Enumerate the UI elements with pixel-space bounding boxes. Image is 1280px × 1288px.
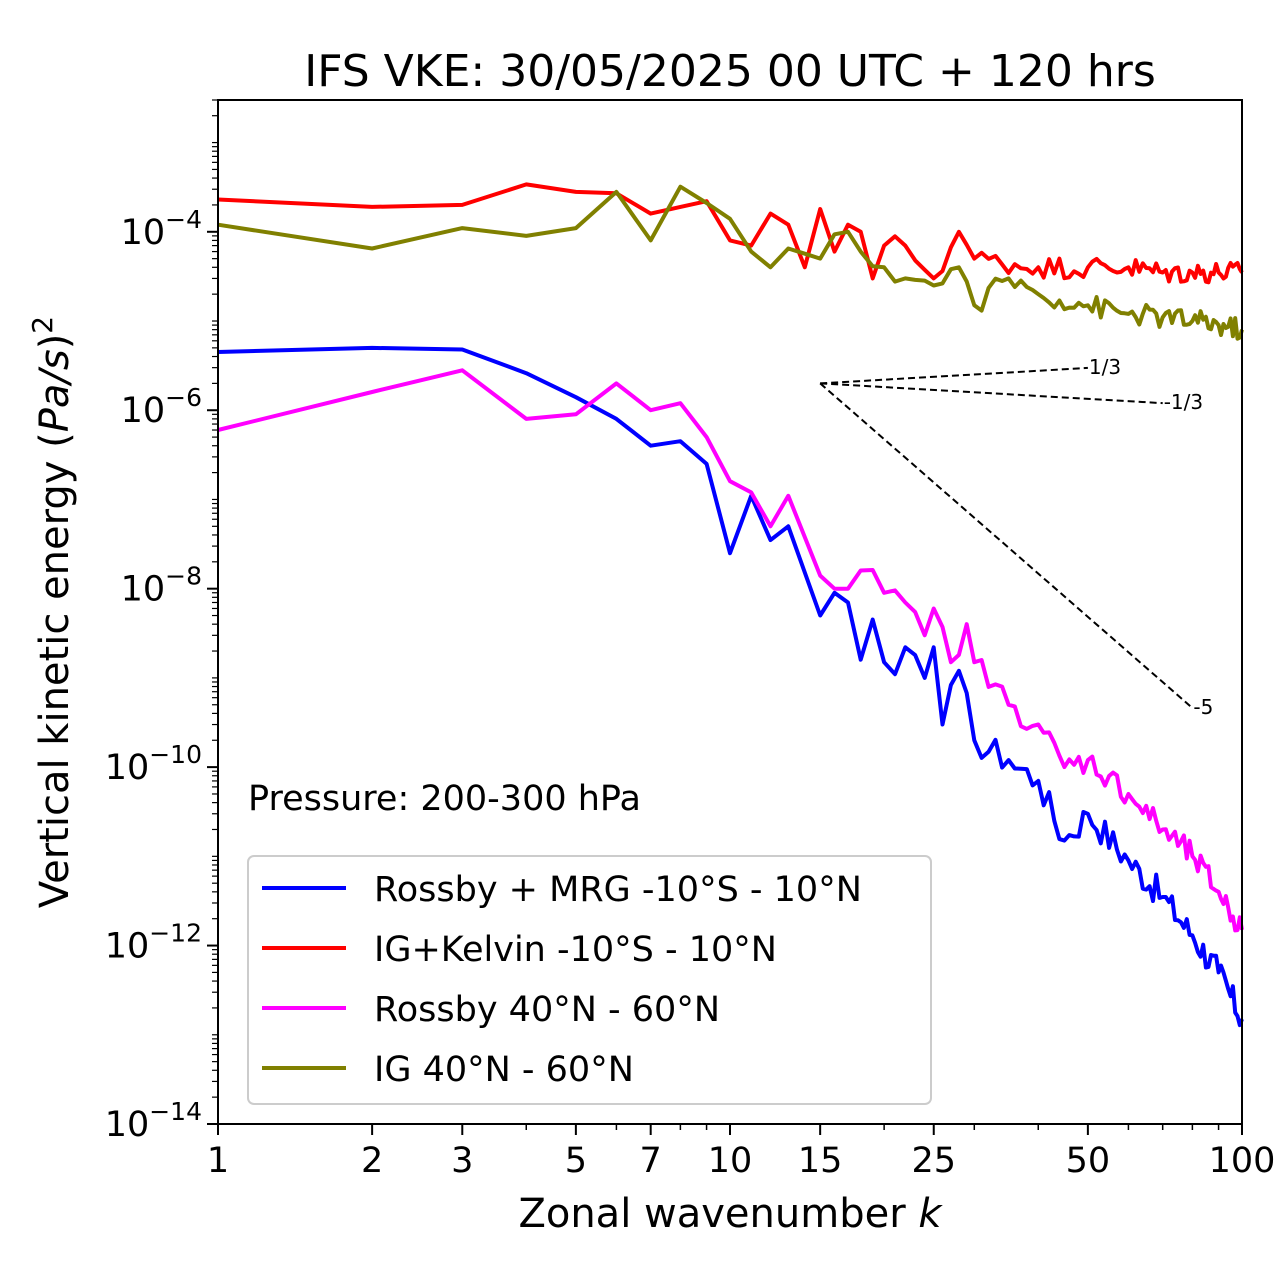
y-tick-label: 10−8 — [121, 562, 202, 610]
y-axis-label-text: Vertical kinetic energy ( — [32, 432, 78, 908]
x-tick-label: 7 — [640, 1141, 662, 1181]
x-tick-label: 2 — [361, 1141, 383, 1181]
y-tick-label: 10−14 — [105, 1097, 202, 1145]
legend: Rossby + MRG -10°S - 10°N IG+Kelvin -10°S… — [247, 855, 932, 1105]
legend-label-0: Rossby + MRG -10°S - 10°N — [374, 870, 862, 910]
x-tick-label: 1 — [207, 1141, 229, 1181]
series-line-0 — [217, 345, 1244, 1028]
reference-slope-label-2: -5 — [1193, 695, 1213, 719]
reference-slope-line-2 — [819, 382, 1194, 709]
y-tick-label: 10−12 — [105, 919, 202, 967]
x-axis-label-text: Zonal wavenumber — [518, 1191, 918, 1237]
legend-box — [247, 855, 932, 1105]
reference-slope-line-0 — [820, 366, 1088, 385]
x-tick-label: 25 — [911, 1141, 956, 1181]
y-axis-label-unit: Pa/s — [32, 349, 78, 432]
chart-title: IFS VKE: 30/05/2025 00 UTC + 120 hrs — [304, 46, 1156, 97]
series-line-3 — [217, 184, 1244, 341]
reference-slope-label-1: -1/3 — [1164, 390, 1203, 414]
x-tick-label: 5 — [565, 1141, 587, 1181]
x-tick-label: 3 — [451, 1141, 473, 1181]
legend-label-1: IG+Kelvin -10°S - 10°N — [374, 930, 777, 970]
reference-slope-label-0: 1/3 — [1089, 355, 1121, 379]
legend-label-3: IG 40°N - 60°N — [374, 1050, 634, 1090]
x-tick-label: 15 — [798, 1141, 843, 1181]
y-axis-label: Vertical kinetic energy (Pa/s)2 — [26, 316, 79, 908]
x-axis-label-var: k — [918, 1191, 943, 1237]
series-line-1 — [217, 182, 1244, 285]
pressure-annotation: Pressure: 200-300 hPa — [248, 779, 641, 819]
series-layer — [217, 182, 1244, 1028]
x-tick-label: 100 — [1209, 1141, 1276, 1181]
series-line-2 — [217, 368, 1244, 933]
y-tick-label: 10−4 — [121, 205, 202, 253]
x-axis: 1 2 3 5 7 10 15 25 50 100 — [207, 1124, 1276, 1181]
y-axis: 10−4 10−6 10−8 10−10 10−12 10−14 — [105, 99, 218, 1145]
y-tick-label: 10−6 — [121, 383, 202, 431]
reference-slope-line-1 — [820, 382, 1163, 405]
x-tick-label: 10 — [708, 1141, 753, 1181]
y-tick-label: 10−10 — [105, 740, 202, 788]
legend-label-2: Rossby 40°N - 60°N — [374, 990, 720, 1030]
reference-slope-layer: 1/3 -1/3 -5 — [819, 355, 1213, 719]
x-tick-label: 50 — [1066, 1141, 1111, 1181]
x-axis-label: Zonal wavenumber k — [518, 1191, 943, 1237]
